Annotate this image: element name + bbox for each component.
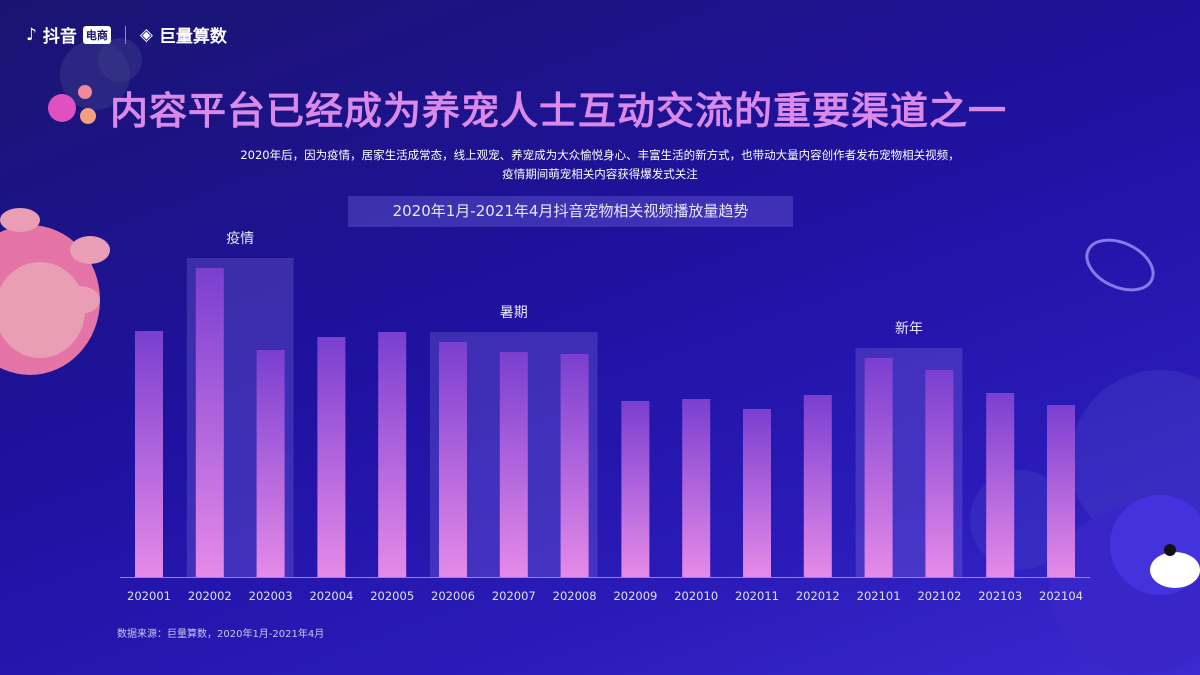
subtitle: 2020年后，因为疫情，居家生活成常态，线上观宠、养宠成为大众愉悦身心、丰富生活…	[0, 146, 1200, 184]
subtitle-line-2: 疫情期间萌宠相关内容获得爆发式关注	[502, 167, 698, 181]
page-title: 内容平台已经成为养宠人士互动交流的重要渠道之一	[110, 89, 1008, 133]
x-tick-label: 202102	[917, 589, 961, 603]
x-tick-label: 202003	[249, 589, 293, 603]
highlight-label: 暑期	[500, 305, 528, 321]
paw-icon	[0, 208, 110, 375]
x-tick-label: 202001	[127, 589, 171, 603]
x-tick-label: 202009	[613, 589, 657, 603]
douyin-logo-icon: ♪	[26, 24, 37, 45]
x-tick-label: 202006	[431, 589, 475, 603]
x-tick-label: 202004	[309, 589, 353, 603]
bar	[864, 358, 893, 577]
bar	[803, 395, 832, 577]
bar	[195, 268, 224, 577]
bar	[1047, 405, 1075, 577]
brand-divider	[124, 25, 126, 44]
bar	[135, 331, 163, 577]
x-tick-label: 202101	[857, 589, 901, 603]
bar	[256, 350, 285, 577]
bar	[499, 352, 528, 577]
bar	[621, 401, 650, 577]
x-tick-label: 202005	[370, 589, 414, 603]
bar	[378, 332, 407, 577]
collar-icon	[1085, 238, 1155, 292]
bar	[439, 342, 467, 577]
x-tick-label: 202010	[674, 589, 718, 603]
brand-logos: ♪ 抖音 电商 ◈ 巨量算数	[26, 22, 227, 48]
bar	[560, 354, 589, 577]
bar	[986, 393, 1015, 577]
brand-suanshu: 巨量算数	[158, 27, 227, 47]
brand-badge: 电商	[82, 25, 111, 44]
title-dots-icon	[48, 85, 96, 124]
highlight-label: 疫情	[226, 231, 254, 247]
x-tick-label: 202104	[1039, 589, 1083, 603]
x-tick-label: 202002	[188, 589, 232, 603]
x-tick-label: 202103	[978, 589, 1022, 603]
x-tick-label: 202007	[492, 589, 536, 603]
bar	[925, 370, 954, 577]
bar	[317, 337, 346, 577]
suanshu-logo-icon: ◈	[139, 24, 153, 45]
x-tick-label: 202008	[553, 589, 597, 603]
brand-douyin: 抖音	[42, 27, 77, 47]
chart-title: 2020年1月-2021年4月抖音宠物相关视频播放量趋势	[348, 196, 793, 227]
dog-icon	[1050, 495, 1200, 674]
data-source: 数据来源：巨量算数，2020年1月-2021年4月	[117, 629, 325, 640]
bar	[682, 399, 711, 577]
subtitle-line-1: 2020年后，因为疫情，居家生活成常态，线上观宠、养宠成为大众愉悦身心、丰富生活…	[240, 148, 960, 162]
bar	[743, 409, 771, 577]
x-tick-label: 202012	[796, 589, 840, 603]
highlight-label: 新年	[895, 321, 923, 337]
x-tick-label: 202011	[735, 589, 779, 603]
